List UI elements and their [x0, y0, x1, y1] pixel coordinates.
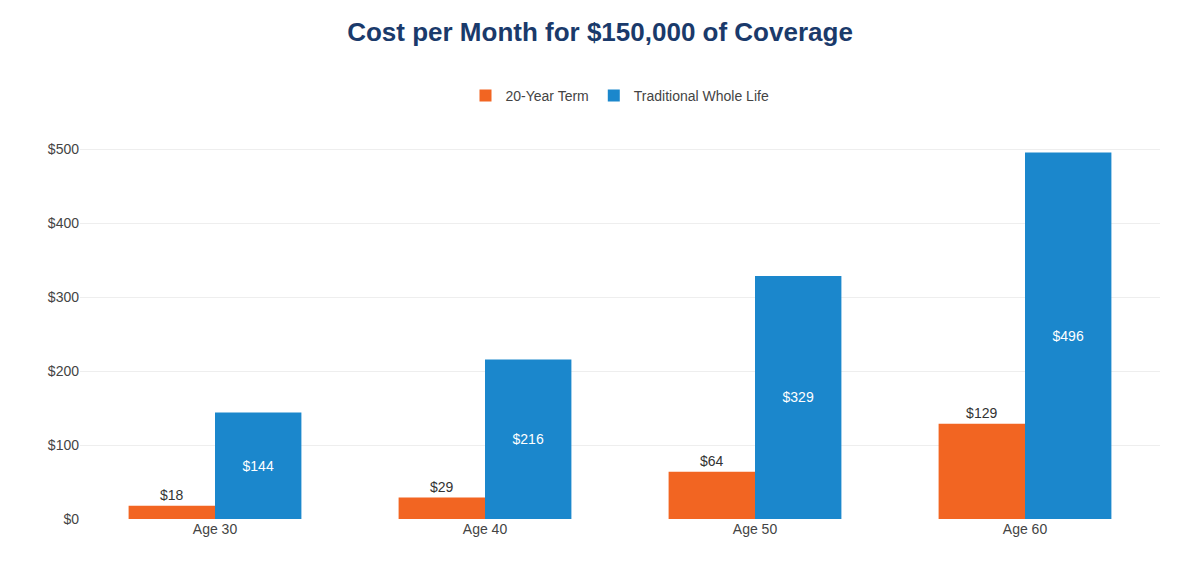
- svg-text:$400: $400: [48, 215, 79, 231]
- svg-text:$100: $100: [48, 437, 79, 453]
- svg-text:Age 60: Age 60: [1003, 521, 1048, 537]
- svg-text:Age 30: Age 30: [193, 521, 238, 537]
- svg-text:$500: $500: [48, 141, 79, 157]
- svg-text:$29: $29: [430, 479, 454, 495]
- svg-text:Cost per Month for $150,000 of: Cost per Month for $150,000 of Coverage: [347, 17, 853, 47]
- svg-text:Traditional Whole Life: Traditional Whole Life: [634, 88, 769, 104]
- svg-text:$329: $329: [783, 389, 814, 405]
- svg-text:$0: $0: [63, 511, 79, 527]
- svg-text:$200: $200: [48, 363, 79, 379]
- svg-text:$216: $216: [513, 431, 544, 447]
- svg-text:$496: $496: [1053, 328, 1084, 344]
- svg-text:Age 50: Age 50: [733, 521, 778, 537]
- svg-text:$64: $64: [700, 453, 724, 469]
- svg-text:$300: $300: [48, 289, 79, 305]
- svg-text:20-Year Term: 20-Year Term: [506, 88, 589, 104]
- svg-text:$18: $18: [160, 487, 184, 503]
- svg-text:$129: $129: [966, 405, 997, 421]
- svg-text:$144: $144: [243, 458, 274, 474]
- svg-text:Age 40: Age 40: [463, 521, 508, 537]
